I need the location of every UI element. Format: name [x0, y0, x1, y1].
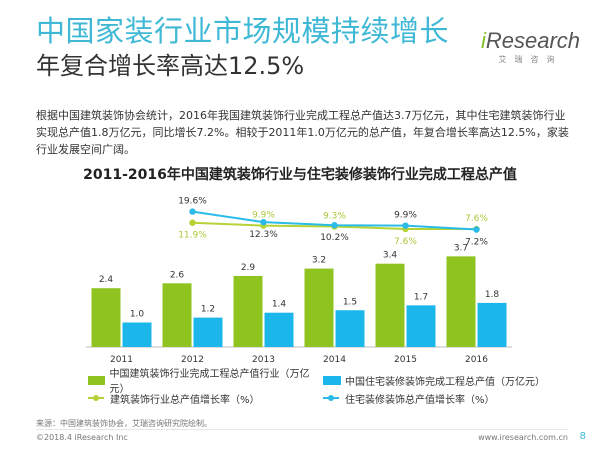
legend-label-green-line: 建筑装饰行业总产值增长率（%）	[110, 394, 260, 406]
page-title: 中国家装行业市场规模持续增长	[36, 14, 450, 48]
point-label-residential-growth-2013: 12.3%	[249, 230, 278, 240]
legend-label-green-bar: 中国建筑装饰行业完成工程总产值行业（万亿元）	[109, 369, 310, 395]
page-subtitle: 年复合增长率高达12.5%	[36, 52, 305, 80]
x-tick-label-2011: 2011	[110, 355, 133, 365]
legend-item-blue-line: 住宅装修装饰总产值增长率（%）	[323, 391, 558, 406]
bar-construction-2012	[162, 283, 192, 347]
x-tick-label-2013: 2013	[252, 355, 275, 365]
bar-residential-2011	[122, 322, 152, 347]
bar-label-residential-2011: 1.0	[130, 310, 145, 320]
bar-residential-2015	[406, 305, 436, 347]
bar-label-residential-2014: 1.5	[343, 297, 357, 307]
x-tick-label-2016: 2016	[465, 355, 488, 365]
point-label-residential-growth-2014: 10.2%	[320, 233, 349, 243]
point-label-construction-growth-2014: 9.3%	[323, 212, 346, 222]
legend-swatch-blue-line	[323, 395, 339, 401]
page-number: 8	[579, 431, 586, 442]
x-tick-label-2015: 2015	[394, 355, 417, 365]
point-residential-growth-2014	[331, 222, 338, 229]
bar-residential-2012	[193, 317, 223, 347]
bar-label-construction-2015: 3.4	[383, 251, 398, 261]
point-construction-growth-2012	[189, 219, 196, 226]
bar-label-construction-2014: 3.2	[312, 256, 326, 266]
legend-swatch-blue-bar	[323, 375, 341, 385]
bar-residential-2014	[335, 310, 365, 347]
point-label-residential-growth-2015: 9.9%	[394, 211, 417, 221]
legend-item-green-line: 建筑装饰行业总产值增长率（%）	[88, 391, 323, 406]
logo-mark-rest: Research	[485, 28, 580, 53]
logo-mark-i: i	[480, 28, 486, 53]
bar-construction-2014	[304, 268, 334, 347]
bar-construction-2011	[91, 288, 121, 347]
legend-item-blue-bar: 中国住宅装修装饰完成工程总产值（万亿元）	[323, 373, 558, 388]
point-residential-growth-2012	[189, 208, 196, 215]
bar-label-residential-2013: 1.4	[272, 300, 287, 310]
footer-divider	[36, 429, 568, 430]
bar-label-residential-2012: 1.2	[201, 305, 215, 315]
point-residential-growth-2015	[402, 222, 409, 229]
point-label-construction-growth-2013: 9.9%	[252, 211, 275, 221]
point-residential-growth-2013	[260, 218, 267, 226]
footer-copyright: ©2018.4 iResearch Inc	[36, 433, 128, 442]
bar-label-residential-2016: 1.8	[485, 290, 500, 300]
footer-url: www.iresearch.com.cn	[478, 433, 568, 442]
x-tick-label-2014: 2014	[323, 355, 346, 365]
point-label-construction-growth-2016: 7.6%	[465, 214, 488, 224]
bar-label-construction-2013: 2.9	[241, 263, 256, 273]
point-label-construction-growth-2015: 7.6%	[394, 237, 417, 247]
bar-construction-2015	[375, 263, 405, 347]
bar-label-construction-2011: 2.4	[99, 275, 114, 285]
source-note: 来源：中国建筑装饰协会，艾瑞咨询研究院绘制。	[36, 419, 212, 428]
point-residential-growth-2016	[473, 226, 480, 233]
legend-swatch-green-bar	[88, 375, 106, 385]
bar-residential-2013	[264, 312, 294, 347]
chart-legend: 中国建筑装饰行业完成工程总产值行业（万亿元） 中国住宅装修装饰完成工程总产值（万…	[88, 369, 558, 407]
chart-title: 2011-2016年中国建筑装饰行业与住宅装修装饰行业完成工程总产值	[83, 167, 517, 183]
legend-swatch-green-line	[88, 395, 104, 401]
iresearch-logo: iResearch 艾瑞咨询	[481, 30, 580, 65]
point-label-residential-growth-2012: 19.6%	[178, 197, 207, 207]
bar-label-construction-2012: 2.6	[170, 270, 185, 280]
bar-label-residential-2015: 1.7	[414, 292, 428, 302]
summary-paragraph: 根据中国建筑装饰协会统计，2016年我国建筑装饰行业完成工程总产值达3.7万亿元…	[36, 109, 569, 156]
x-tick-label-2012: 2012	[181, 355, 204, 365]
bar-construction-2016	[446, 256, 476, 347]
point-label-construction-growth-2012: 11.9%	[178, 231, 207, 241]
bar-construction-2013	[233, 275, 263, 347]
legend-label-blue-bar: 中国住宅装修装饰完成工程总产值（万亿元）	[345, 376, 545, 388]
bar-label-construction-2016: 3.7	[454, 243, 468, 253]
point-label-residential-growth-2016: 7.2%	[465, 238, 488, 248]
legend-label-blue-line: 住宅装修装饰总产值增长率（%）	[345, 394, 495, 406]
legend-item-green-bar: 中国建筑装饰行业完成工程总产值行业（万亿元）	[88, 365, 323, 395]
bar-residential-2016	[477, 302, 507, 347]
logo-cn-text: 艾瑞咨询	[498, 55, 563, 64]
